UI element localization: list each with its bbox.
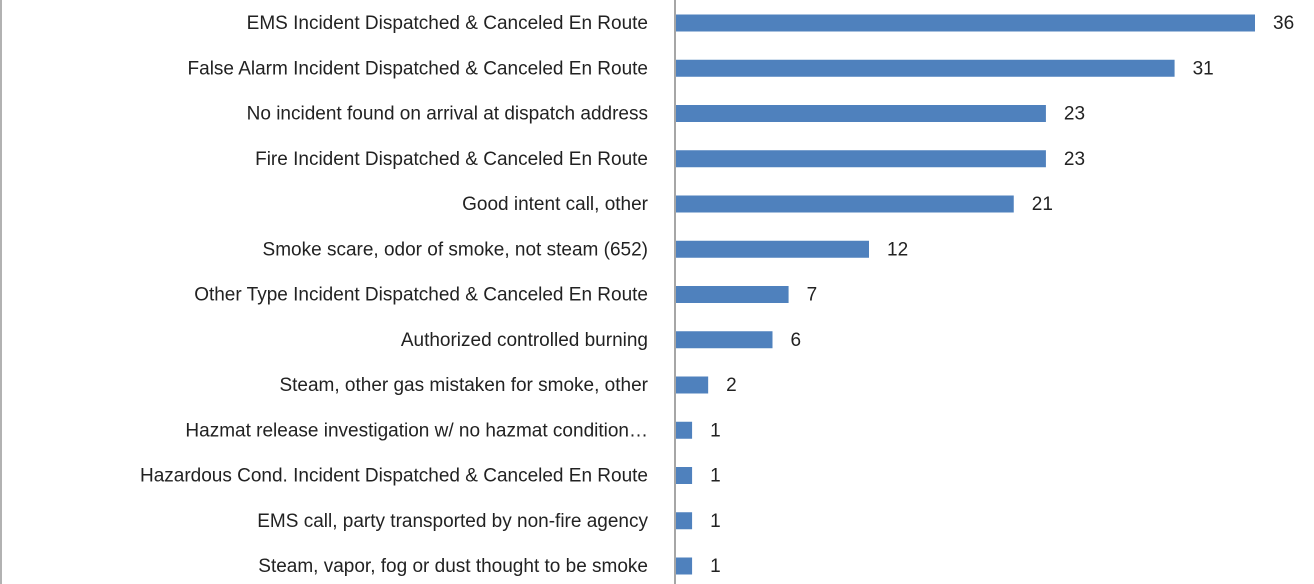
bar — [676, 14, 1255, 32]
bar — [676, 512, 693, 530]
data-label: 6 — [791, 330, 802, 351]
category-label: False Alarm Incident Dispatched & Cancel… — [188, 58, 648, 79]
bar — [676, 331, 773, 349]
data-label: 31 — [1193, 58, 1214, 79]
bar — [676, 557, 693, 575]
category-label: Good intent call, other — [462, 194, 649, 215]
bar — [676, 421, 693, 439]
category-label: Steam, other gas mistaken for smoke, oth… — [279, 375, 648, 396]
data-label: 1 — [710, 466, 721, 487]
data-label: 7 — [807, 285, 818, 306]
data-label: 2 — [726, 375, 737, 396]
category-label: EMS call, party transported by non-fire … — [257, 511, 648, 532]
bar — [676, 467, 693, 484]
bar — [676, 195, 1014, 213]
category-label: Steam, vapor, fog or dust thought to be … — [258, 556, 648, 577]
bar — [676, 105, 1046, 122]
category-label: No incident found on arrival at dispatch… — [247, 104, 648, 125]
category-label: EMS Incident Dispatched & Canceled En Ro… — [247, 13, 648, 34]
bar — [676, 150, 1046, 168]
bar — [676, 286, 789, 303]
category-label: Hazmat release investigation w/ no hazma… — [185, 420, 648, 441]
data-label: 1 — [710, 420, 721, 441]
category-label: Hazardous Cond. Incident Dispatched & Ca… — [140, 466, 648, 487]
data-label: 23 — [1064, 149, 1085, 170]
category-label: Other Type Incident Dispatched & Cancele… — [194, 285, 648, 306]
data-label: 23 — [1064, 104, 1085, 125]
data-label: 36 — [1273, 13, 1294, 34]
category-label: Fire Incident Dispatched & Canceled En R… — [255, 149, 648, 170]
category-label: Authorized controlled burning — [401, 330, 648, 351]
data-label: 12 — [887, 239, 908, 260]
category-label: Smoke scare, odor of smoke, not steam (6… — [263, 239, 648, 260]
bar — [676, 376, 709, 394]
data-label: 1 — [710, 511, 721, 532]
bar — [676, 59, 1175, 77]
data-label: 1 — [710, 556, 721, 577]
bar — [676, 240, 869, 258]
data-label: 21 — [1032, 194, 1053, 215]
